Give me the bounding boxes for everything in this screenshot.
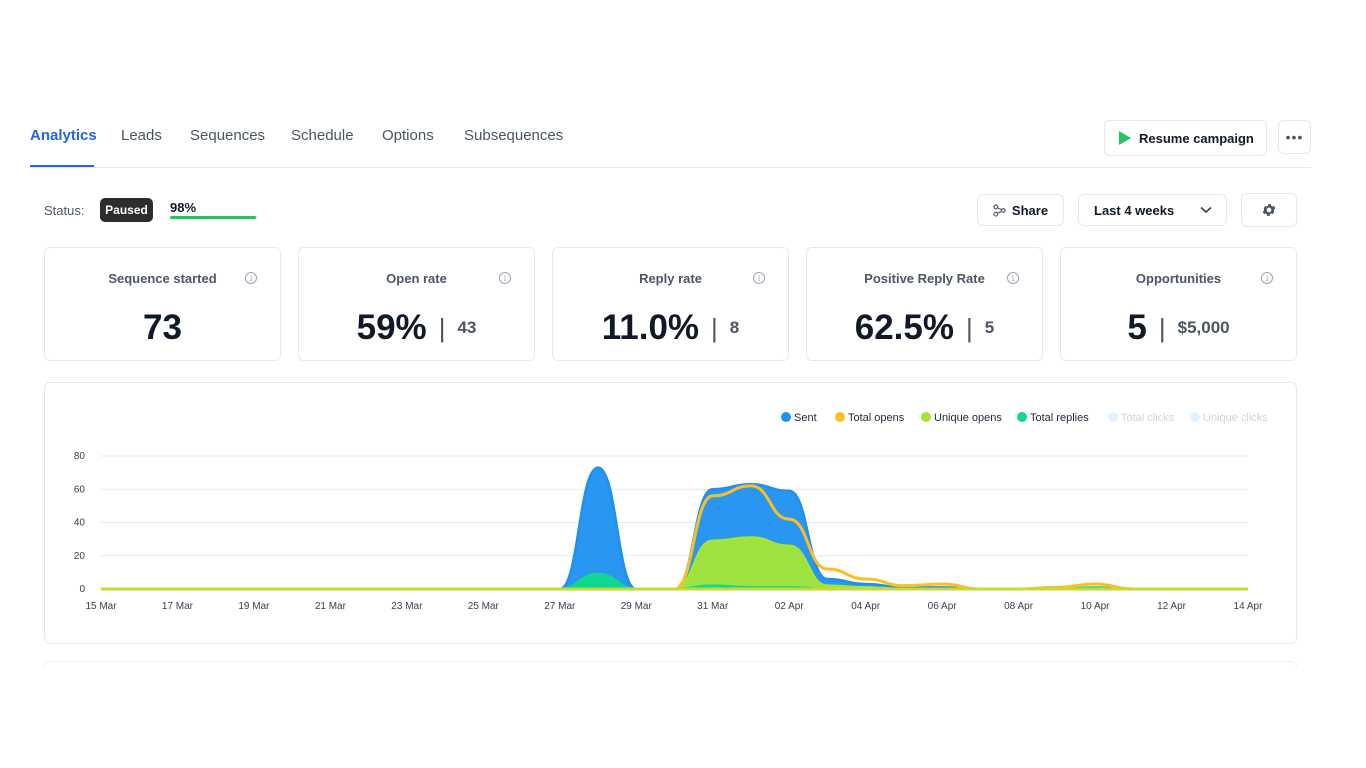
legend-swatch: [1017, 412, 1027, 422]
stat-value: 5: [1127, 308, 1147, 347]
tab-leads[interactable]: Leads: [121, 127, 162, 144]
y-tick-label: 80: [74, 451, 86, 462]
series-area-sent: [101, 467, 1248, 589]
stat-secondary: 8: [729, 318, 740, 337]
series-area-unique-opens: [101, 537, 1248, 589]
x-tick-label: 02 Apr: [775, 601, 805, 612]
x-tick-label: 17 Mar: [162, 601, 194, 612]
tab-sequences[interactable]: Sequences: [190, 127, 266, 144]
x-tick-label: 19 Mar: [238, 601, 270, 612]
tab-schedule[interactable]: Schedule: [291, 127, 354, 144]
resume-campaign-button[interactable]: Resume campaign: [1104, 120, 1267, 156]
x-tick-label: 10 Apr: [1081, 601, 1111, 612]
series-outline-sent: [101, 466, 1248, 591]
stat-secondary: $5,000: [1177, 318, 1230, 337]
play-icon: [1119, 131, 1131, 145]
chevron-down-icon: [1200, 206, 1212, 214]
settings-button[interactable]: [1241, 193, 1297, 227]
stat-separator: |: [1158, 312, 1166, 343]
share-label: Share: [1011, 202, 1049, 218]
legend-item: Sent: [794, 412, 817, 424]
x-tick-label: 21 Mar: [315, 601, 347, 612]
info-icon[interactable]: i: [245, 272, 257, 284]
x-tick-label: 06 Apr: [928, 601, 958, 612]
y-tick-label: 20: [74, 551, 86, 562]
legend-item: Total replies: [1030, 412, 1089, 424]
legend-item: Total opens: [848, 412, 905, 424]
active-tab-indicator: [30, 165, 94, 167]
x-tick-label: 14 Apr: [1234, 601, 1264, 612]
x-tick-label: 08 Apr: [1004, 601, 1034, 612]
legend-swatch: [1108, 412, 1118, 422]
x-tick-label: 25 Mar: [468, 601, 500, 612]
stat-card-open-rate: Open rate i 59% | 43: [298, 247, 535, 361]
stat-value: 73: [143, 308, 182, 347]
info-icon[interactable]: i: [499, 272, 511, 284]
legend-swatch: [921, 412, 931, 422]
info-icon[interactable]: i: [753, 272, 765, 284]
share-button[interactable]: Share: [977, 194, 1064, 226]
stat-separator: |: [966, 312, 973, 343]
stat-title: Reply rate: [639, 271, 702, 286]
legend-swatch: [835, 412, 845, 422]
stat-separator: |: [711, 312, 718, 343]
status-badge: Paused: [100, 198, 153, 222]
more-horizontal-icon: •••: [1285, 129, 1304, 145]
analytics-chart: 0 20 40 60 80 15 Mar 17 Mar 19 Mar 21 Mar 23 Mar 2…: [74, 412, 1268, 612]
info-icon[interactable]: i: [1007, 272, 1019, 284]
x-tick-label: 23 Mar: [391, 601, 423, 612]
y-tick-label: 60: [74, 484, 86, 495]
status-label: Status:: [44, 203, 85, 218]
y-tick-label: 0: [79, 584, 85, 595]
date-range-value: Last 4 weeks: [1094, 202, 1175, 218]
more-options-button[interactable]: •••: [1278, 120, 1311, 154]
tab-analytics[interactable]: Analytics: [30, 127, 97, 144]
stat-title: Sequence started: [108, 271, 217, 286]
x-tick-label: 15 Mar: [85, 601, 117, 612]
stat-title: Opportunities: [1135, 271, 1222, 286]
series-outline-unique-opens: [101, 536, 1248, 591]
resume-campaign-label: Resume campaign: [1139, 130, 1254, 146]
stat-card-reply-rate: Reply rate i 11.0% | 8: [552, 247, 789, 361]
series-line-total-opens: [101, 484, 1248, 591]
legend-item: Total clicks: [1121, 412, 1175, 424]
stat-separator: |: [438, 312, 446, 343]
progress-percent: 98%: [170, 200, 197, 215]
legend-swatch: [1190, 412, 1200, 422]
stat-secondary: 5: [984, 318, 995, 337]
progress-bar-fill: [170, 216, 257, 219]
stat-secondary: 43: [457, 318, 477, 337]
legend-item: Unique clicks: [1203, 412, 1268, 424]
x-tick-label: 04 Apr: [851, 601, 881, 612]
x-tick-label: 31 Mar: [697, 601, 729, 612]
stat-title: Positive Reply Rate: [864, 271, 985, 286]
x-tick-label: 27 Mar: [544, 601, 576, 612]
analytics-chart-card: 0 20 40 60 80 15 Mar 17 Mar 19 Mar 21 Mar 23 Mar 2…: [44, 382, 1297, 644]
tab-options[interactable]: Options: [382, 127, 434, 144]
stat-value: 62.5%: [854, 308, 954, 347]
x-tick-label: 12 Apr: [1157, 601, 1187, 612]
share-icon: [993, 203, 1006, 217]
date-range-select[interactable]: Last 4 weeks: [1078, 194, 1227, 226]
legend-swatch: [781, 412, 791, 422]
stat-value: 11.0%: [601, 308, 700, 347]
x-tick-label: 29 Mar: [621, 601, 653, 612]
tab-bar: Analytics Leads Sequences Schedule Optio…: [30, 118, 1311, 168]
stat-card-opportunities: Opportunities i 5 | $5,000: [1060, 247, 1297, 361]
tab-subsequences[interactable]: Subsequences: [464, 127, 564, 144]
y-tick-label: 40: [74, 518, 86, 529]
stat-card-sequence-started: Sequence started i 73: [44, 247, 281, 361]
stat-card-positive-reply-rate: Positive Reply Rate i 62.5% | 5: [806, 247, 1043, 361]
info-icon[interactable]: i: [1261, 272, 1273, 284]
stat-value: 59%: [356, 308, 427, 347]
progress-bar: [170, 216, 258, 219]
gear-icon: [1262, 204, 1276, 216]
stat-title: Open rate: [386, 271, 447, 286]
legend-item: Unique opens: [934, 412, 1002, 424]
